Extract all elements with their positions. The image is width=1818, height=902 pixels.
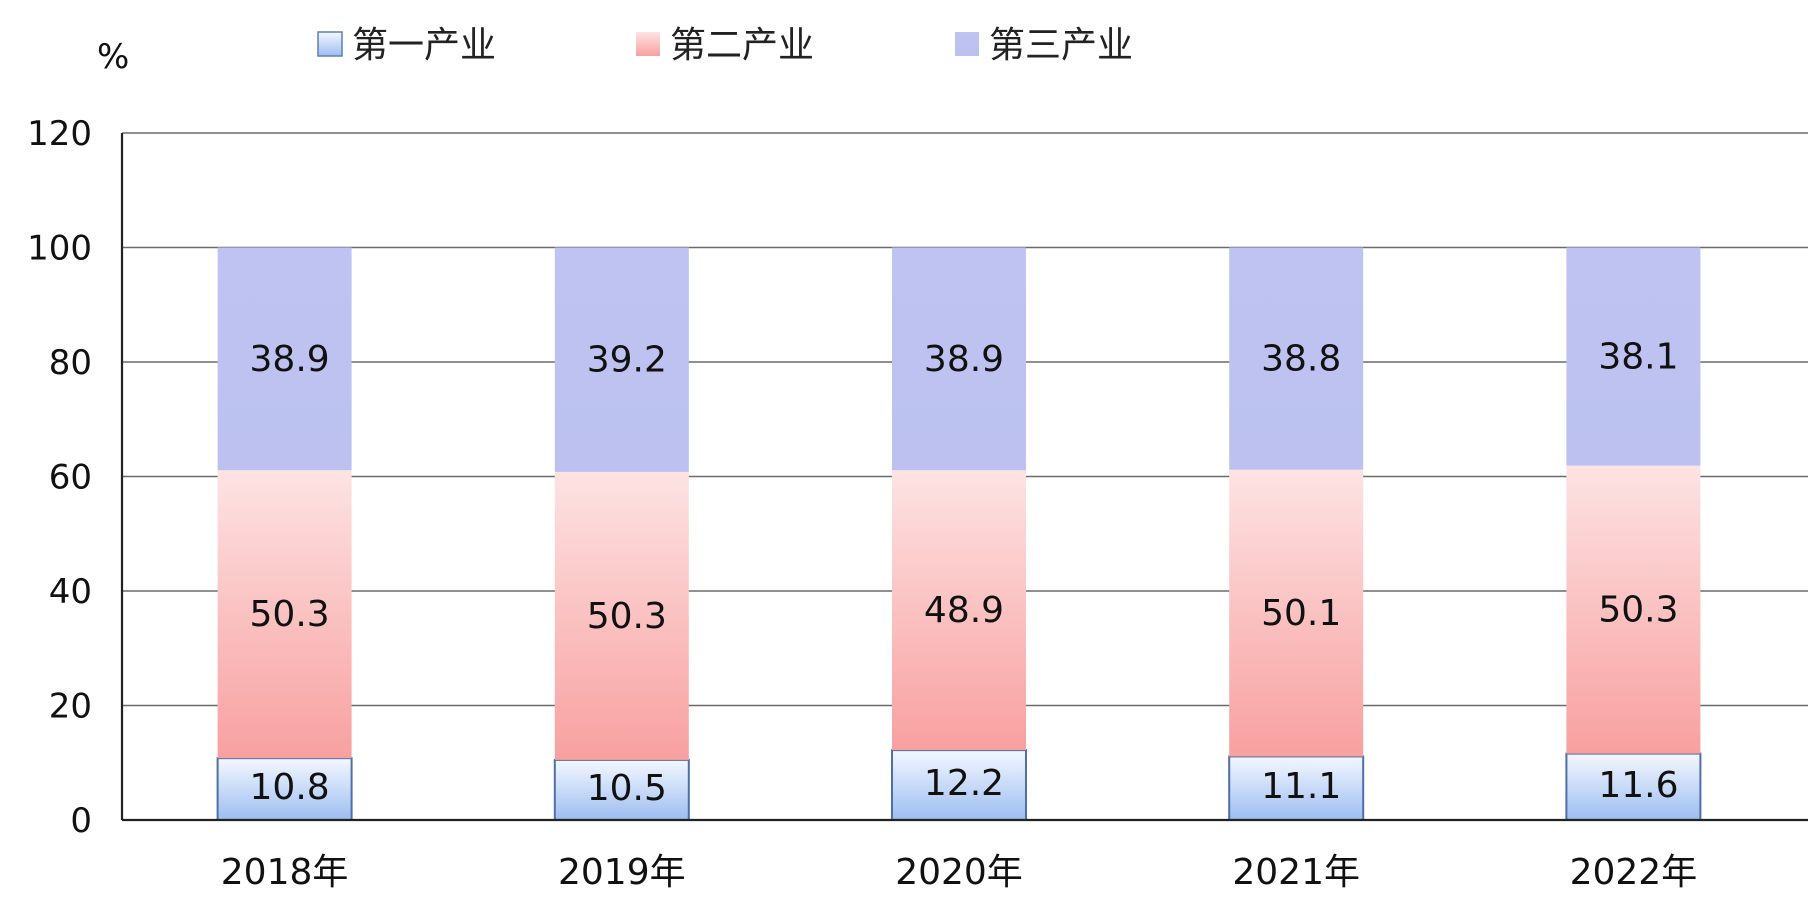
bar-segment-2-1 [554, 247, 689, 472]
bar-segment-1-3 [1229, 469, 1364, 757]
data-label-2-1: 39.2 [587, 340, 667, 381]
data-label-2-2: 38.9 [924, 339, 1004, 380]
legend-label-1: 第二产业 [670, 25, 814, 66]
y-tick-label: 120 [27, 114, 92, 154]
y-tick-label: 60 [49, 458, 92, 498]
data-label-1-4: 50.3 [1598, 590, 1678, 631]
bars: 10.8 50.3 38.9 10.5 50.3 39.2 12.2 48.9 38.9 11.1… [216, 247, 1702, 822]
data-label-0-4: 11.6 [1598, 765, 1678, 806]
bar-segment-1-4 [1566, 465, 1701, 754]
data-label-1-0: 50.3 [250, 594, 330, 635]
x-tick-label-4: 2022年 [1570, 852, 1698, 893]
data-label-2-0: 38.9 [250, 339, 330, 380]
x-axis-labels: 2018年 2019年 2020年 2021年 2022年 [221, 852, 1697, 893]
y-tick-label: 40 [49, 572, 92, 612]
bar-segment-1-1 [554, 471, 689, 760]
bar-segment-1-0 [217, 470, 352, 759]
data-label-0-2: 12.2 [924, 763, 1004, 804]
data-label-0-3: 11.1 [1261, 766, 1341, 807]
y-tick-label: 20 [49, 687, 92, 727]
data-label-1-1: 50.3 [587, 596, 667, 637]
x-tick-label-2: 2020年 [895, 852, 1023, 893]
legend-label-2: 第三产业 [989, 25, 1133, 66]
y-tick-label: 100 [27, 229, 92, 269]
data-label-1-2: 48.9 [924, 590, 1004, 631]
y-axis-ticks: 0 20 40 60 80 100 120 [27, 114, 92, 841]
bar-segment-2-2 [892, 247, 1026, 471]
legend-swatch-2 [955, 32, 979, 56]
legend: 第一产业 第二产业 第三产业 [317, 25, 1133, 66]
data-label-2-3: 38.8 [1261, 339, 1341, 380]
legend-label-0: 第一产业 [352, 25, 496, 66]
y-tick-label: 0 [70, 801, 92, 841]
data-label-2-4: 38.1 [1598, 337, 1678, 378]
x-tick-label-3: 2021年 [1232, 852, 1360, 893]
y-tick-label: 80 [49, 343, 92, 383]
bar-segment-2-0 [217, 247, 352, 471]
bar-segment-2-4 [1566, 247, 1701, 466]
x-tick-label-1: 2019年 [558, 852, 686, 893]
bar-segment-0-4 [1565, 752, 1702, 822]
data-label-0-0: 10.8 [250, 767, 330, 808]
legend-swatch-0 [317, 31, 343, 57]
bar-segment-2-3 [1229, 247, 1364, 470]
legend-swatch-1 [636, 32, 660, 56]
y-unit-label: % [97, 37, 129, 77]
data-label-0-1: 10.5 [587, 768, 667, 809]
bar-segment-1-2 [892, 470, 1026, 751]
axes [120, 133, 1808, 822]
data-label-1-3: 50.1 [1261, 593, 1341, 634]
x-tick-label-0: 2018年 [221, 852, 349, 893]
